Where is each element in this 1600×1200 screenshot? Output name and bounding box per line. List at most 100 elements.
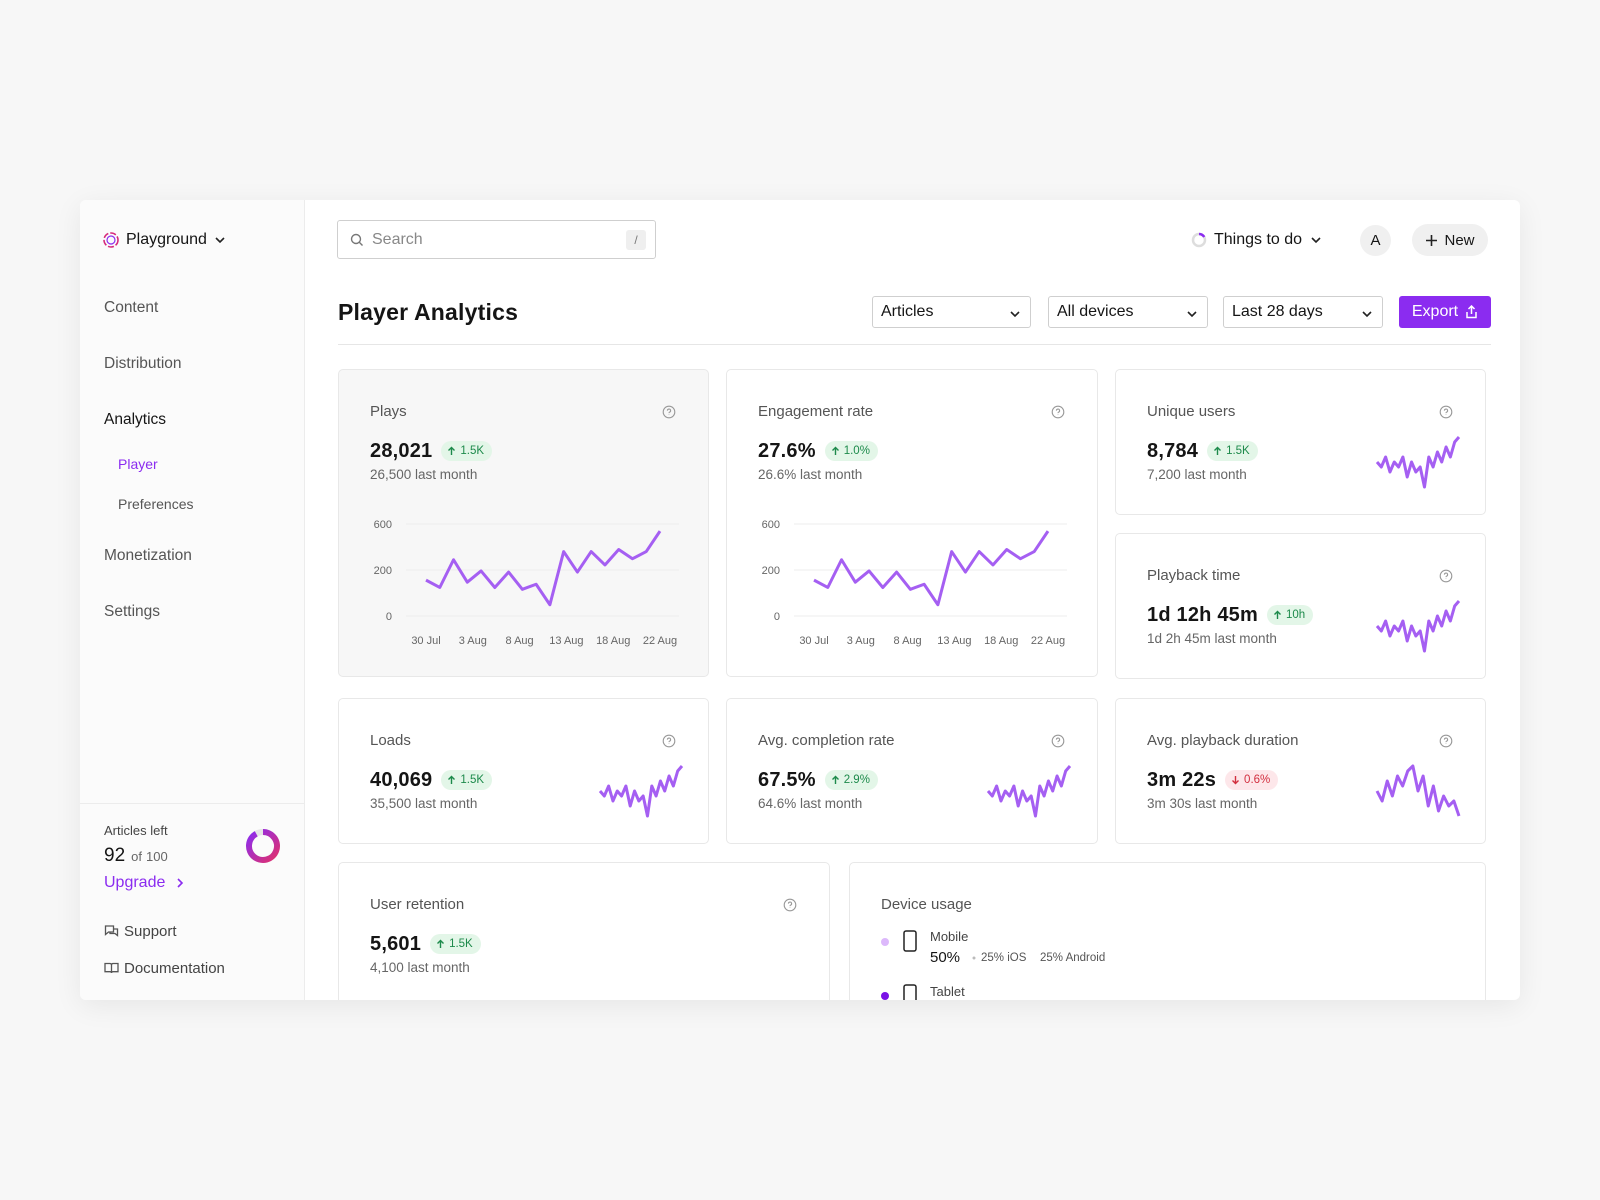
x-tick-label: 22 Aug xyxy=(1031,635,1065,647)
y-tick-label: 600 xyxy=(762,519,780,531)
previous-value: 26.6% last month xyxy=(758,467,863,482)
delta-text: 1.5K xyxy=(460,774,485,786)
subnav-item[interactable]: Preferences xyxy=(118,496,194,512)
app-window: Playground Content Distribution Analytic… xyxy=(80,200,1520,1000)
x-tick-label: 30 Jul xyxy=(799,635,828,647)
documentation-link[interactable]: Documentation xyxy=(104,958,225,978)
metric-row: 5,601 1.5K xyxy=(370,931,481,957)
help-circle xyxy=(662,405,676,419)
delta-badge: 1.5K xyxy=(1207,441,1258,461)
metric-row: 27.6% 1.0% xyxy=(758,438,878,464)
subnav-item[interactable]: Player xyxy=(118,456,158,472)
sparkline-line xyxy=(1375,764,1461,817)
delta-badge: 1.5K xyxy=(441,770,493,790)
help-icon xyxy=(662,734,676,748)
divider xyxy=(80,803,305,804)
help-icon xyxy=(783,898,797,912)
sparkline-line xyxy=(986,765,1072,818)
sparkline-line xyxy=(598,765,684,818)
help-circle xyxy=(1051,405,1065,419)
avatar[interactable]: A xyxy=(1360,225,1391,256)
chevron xyxy=(1010,311,1020,318)
search-icon xyxy=(350,233,363,246)
search-shortcut: / xyxy=(626,230,646,250)
filter-text: Articles xyxy=(881,303,934,320)
x-tick-label: 8 Aug xyxy=(506,635,534,647)
articles-left-value: 92 xyxy=(104,845,126,866)
legend-dot xyxy=(881,938,889,946)
upgrade-link[interactable]: Upgrade xyxy=(104,872,185,894)
previous-value: 35,500 last month xyxy=(370,796,478,811)
chevron xyxy=(177,878,184,888)
metric-row: 28,021 1.5K xyxy=(370,438,493,464)
metric-row: 3m 22s 0.6% xyxy=(1147,767,1279,793)
metric-row: 67.5% 2.9% xyxy=(758,767,878,793)
x-tick-label: 3 Aug xyxy=(847,635,875,647)
nav-item[interactable]: Distribution xyxy=(104,355,182,372)
new-button[interactable]: New xyxy=(1412,224,1488,256)
book-icon xyxy=(104,962,119,974)
filter-select[interactable]: Articles xyxy=(872,296,1031,328)
device-share: 50% xyxy=(930,949,961,966)
filter-select[interactable]: Last 28 days xyxy=(1223,296,1383,328)
trend-arrow xyxy=(1273,610,1281,619)
help-icon xyxy=(662,405,676,419)
workspace-switcher[interactable]: Playground xyxy=(102,229,227,251)
previous-value: 64.6% last month xyxy=(758,796,863,811)
metric-row: 1d 12h 45m 10h xyxy=(1147,602,1314,628)
x-tick-label: 18 Aug xyxy=(596,635,630,647)
nav-item[interactable]: Settings xyxy=(104,603,161,620)
previous-value: 4,100 last month xyxy=(370,960,470,975)
x-tick-label: 8 Aug xyxy=(894,635,922,647)
trend-arrow xyxy=(448,775,456,784)
y-tick-label: 200 xyxy=(374,565,392,577)
search-placeholder: Search xyxy=(372,231,423,248)
trend-arrow xyxy=(437,939,445,948)
chevron xyxy=(1362,311,1372,318)
trend-arrow xyxy=(1214,446,1222,455)
trend-arrow-path xyxy=(1214,446,1222,455)
share-icon xyxy=(1466,305,1477,319)
help-circle xyxy=(1439,569,1453,583)
sidebar: Playground Content Distribution Analytic… xyxy=(80,200,305,1000)
delta-badge: 1.0% xyxy=(824,441,878,461)
delta-badge: 1.5K xyxy=(430,934,481,954)
help-circle xyxy=(1439,734,1453,748)
articles-of: of xyxy=(131,849,142,864)
metric-card: Loads 40,069 1.5K 35,500 last month xyxy=(338,698,709,844)
filter-select[interactable]: All devices xyxy=(1048,296,1208,328)
separator-dot xyxy=(972,956,976,960)
nav-item[interactable]: Analytics xyxy=(104,411,167,428)
metric-value: 3m 22s xyxy=(1147,768,1217,791)
filter-text: All devices xyxy=(1057,303,1134,320)
delta-badge: 10h xyxy=(1266,605,1314,625)
help-mark xyxy=(1055,737,1061,744)
page-title: Player Analytics xyxy=(338,299,519,325)
chevron xyxy=(1187,311,1197,318)
help-mark xyxy=(666,737,672,744)
device-usage-card: Device usage Mobile 50% 25% iOS 25% Andr… xyxy=(849,862,1486,1000)
help-icon xyxy=(1051,734,1065,748)
plus-icon xyxy=(1426,234,1438,246)
x-tick-label: 30 Jul xyxy=(411,635,440,647)
things-to-do[interactable]: Things to do xyxy=(1191,229,1323,251)
metric-row: 40,069 1.5K xyxy=(370,767,493,793)
trend-arrow xyxy=(831,775,839,784)
support-link[interactable]: Support xyxy=(104,921,177,941)
sparkline xyxy=(1375,436,1461,489)
metric-card: Unique users 8,784 1.5K 7,200 last month xyxy=(1115,369,1486,515)
nav-item[interactable]: Monetization xyxy=(104,547,192,564)
quota-donut xyxy=(246,829,280,863)
search-box[interactable]: Search / xyxy=(337,220,656,259)
y-tick-label: 200 xyxy=(762,565,780,577)
metric-value: 67.5% xyxy=(758,768,816,791)
x-tick-label: 13 Aug xyxy=(937,635,971,647)
previous-value: 3m 30s last month xyxy=(1147,796,1258,811)
metric-value: 40,069 xyxy=(370,768,433,791)
delta-text: 1.5K xyxy=(1226,445,1250,457)
export-button[interactable]: Export xyxy=(1399,296,1491,328)
card-title: Avg. playback duration xyxy=(1147,732,1299,749)
support-text: Support xyxy=(124,922,177,940)
nav-item[interactable]: Content xyxy=(104,299,159,316)
line-chart: 0 200 600 30 Jul 3 Aug 8 Aug 13 Aug 18 Aug 22 Au… xyxy=(762,519,1067,647)
